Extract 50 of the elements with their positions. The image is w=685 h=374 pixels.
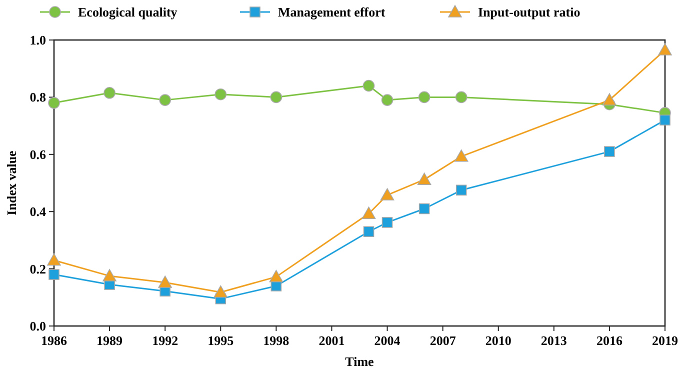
point [456,184,467,196]
legend-label: Management effort [278,4,386,20]
x-tick-label: 2013 [540,333,568,348]
point [159,94,171,106]
point [418,203,430,214]
point [48,97,60,109]
y-tick-label: 1.0 [30,32,46,48]
y-tick-label: 0.0 [30,318,46,334]
point [363,226,374,238]
x-tick-label: 1998 [263,333,290,348]
point [382,217,393,228]
point [214,285,228,298]
point [454,150,468,162]
point [270,91,282,104]
point [380,188,394,200]
legend-label: Input-output ratio [478,4,580,20]
x-tick-label: 1992 [152,333,178,348]
point [658,43,672,56]
point [381,94,394,106]
point [269,270,284,282]
point [47,253,61,266]
point [362,206,376,219]
y-tick-label: 0.8 [30,90,46,105]
legend-label: Ecological quality [78,4,178,20]
x-tick-label: 1989 [96,333,124,348]
x-tick-label: 2001 [318,333,345,348]
x-tick-label: 1986 [41,333,68,348]
x-tick-label: 2019 [652,333,678,348]
point [48,269,60,280]
x-tick-label: 2004 [374,333,401,348]
point [417,172,432,185]
x-tick-label: 2016 [596,333,623,348]
point [602,93,616,106]
x-tick-label: 2007 [430,333,456,348]
point [418,91,430,104]
x-axis-title: Time [345,354,374,369]
point [455,91,468,104]
x-tick-label: 2010 [485,333,512,348]
x-tick-label: 1995 [208,333,234,348]
y-tick-label: 0.6 [30,146,46,162]
point [104,87,116,99]
point [604,146,615,157]
point [660,114,670,126]
y-axis-title: Index value [4,150,19,216]
point [362,80,375,92]
point [102,269,116,282]
point [214,88,227,100]
y-tick-label: 0.2 [30,261,46,276]
y-tick-label: 0.4 [30,204,46,220]
point [158,276,172,288]
